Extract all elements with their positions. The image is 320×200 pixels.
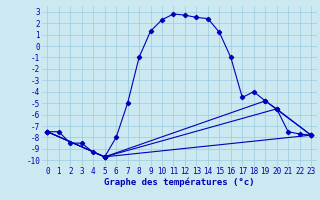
- X-axis label: Graphe des températures (°c): Graphe des températures (°c): [104, 178, 254, 187]
